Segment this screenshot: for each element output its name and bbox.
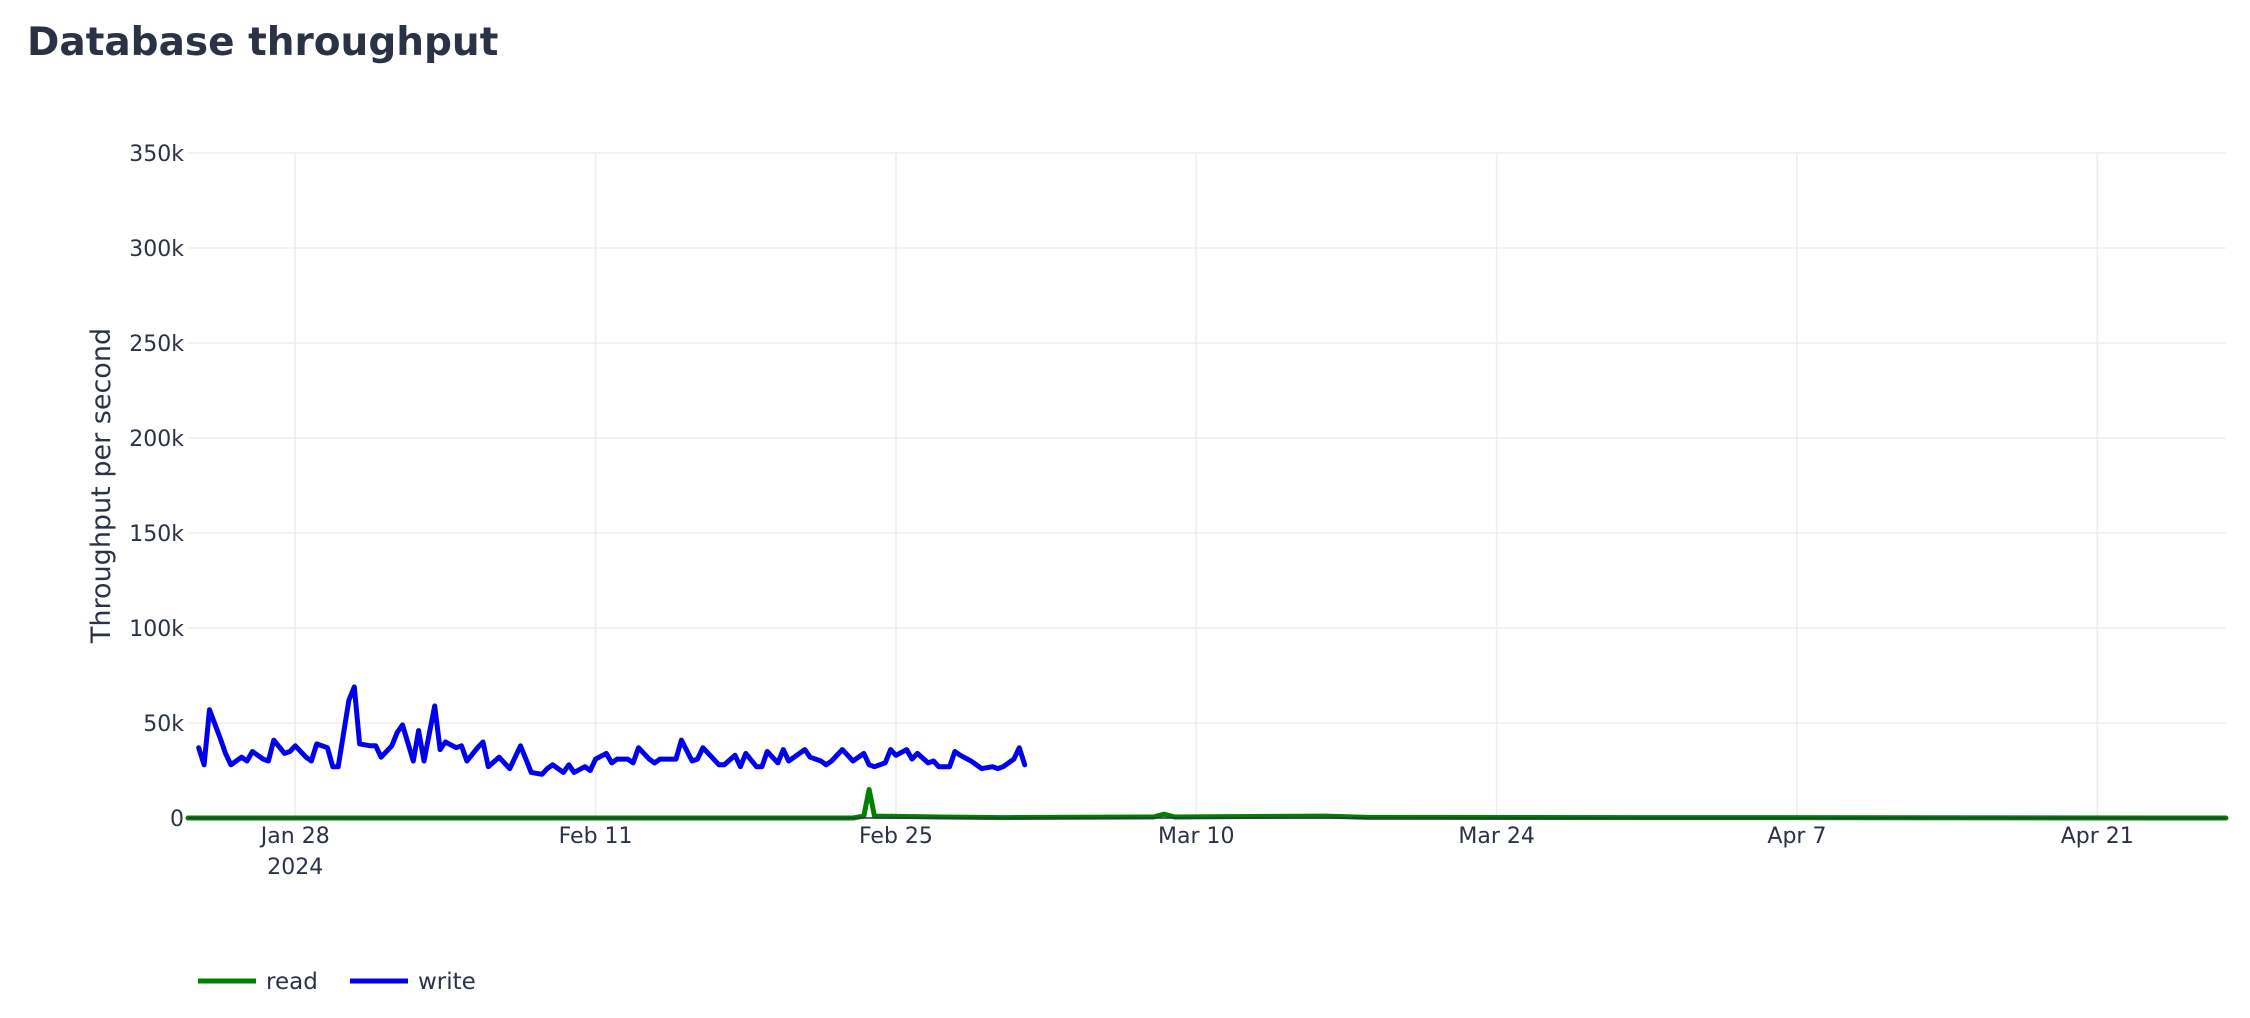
y-tick-label: 350k bbox=[129, 142, 184, 167]
x-tick-label: Apr 7 bbox=[1767, 824, 1826, 849]
legend[interactable]: read write bbox=[198, 969, 476, 995]
legend-label: write bbox=[418, 969, 476, 995]
series-lines bbox=[185, 684, 2229, 821]
x-tick-label: Mar 10 bbox=[1158, 824, 1235, 849]
y-tick-label: 50k bbox=[143, 712, 184, 737]
y-tick-label: 300k bbox=[129, 237, 184, 262]
series-line-write bbox=[196, 684, 1028, 777]
y-tick-label: 100k bbox=[129, 617, 184, 642]
x-tick-label: Apr 21 bbox=[2061, 824, 2134, 849]
series-line-read bbox=[185, 787, 2229, 821]
y-axis: 0 50k 100k 150k 200k 250k 300k 350k bbox=[129, 142, 184, 832]
x-tick-label: Mar 24 bbox=[1458, 824, 1535, 849]
legend-item-write[interactable]: write bbox=[350, 969, 476, 995]
grid-lines bbox=[188, 152, 2226, 818]
y-tick-label: 0 bbox=[170, 807, 184, 832]
y-tick-label: 250k bbox=[129, 332, 184, 357]
x-tick-label: Jan 28 bbox=[259, 824, 330, 849]
x-tick-label: Feb 11 bbox=[559, 824, 633, 849]
legend-item-read[interactable]: read bbox=[198, 969, 318, 995]
y-tick-label: 150k bbox=[129, 522, 184, 547]
x-tick-year-label: 2024 bbox=[267, 855, 323, 880]
legend-label: read bbox=[266, 969, 318, 995]
x-axis: Jan 28 2024 Feb 11 Feb 25 Mar 10 Mar 24 Apr 7 A… bbox=[188, 817, 2226, 880]
y-axis-title: Throughput per second bbox=[86, 328, 117, 644]
y-tick-label: 200k bbox=[129, 427, 184, 452]
chart-title: Database throughput bbox=[27, 20, 499, 65]
x-tick-label: Feb 25 bbox=[859, 824, 933, 849]
